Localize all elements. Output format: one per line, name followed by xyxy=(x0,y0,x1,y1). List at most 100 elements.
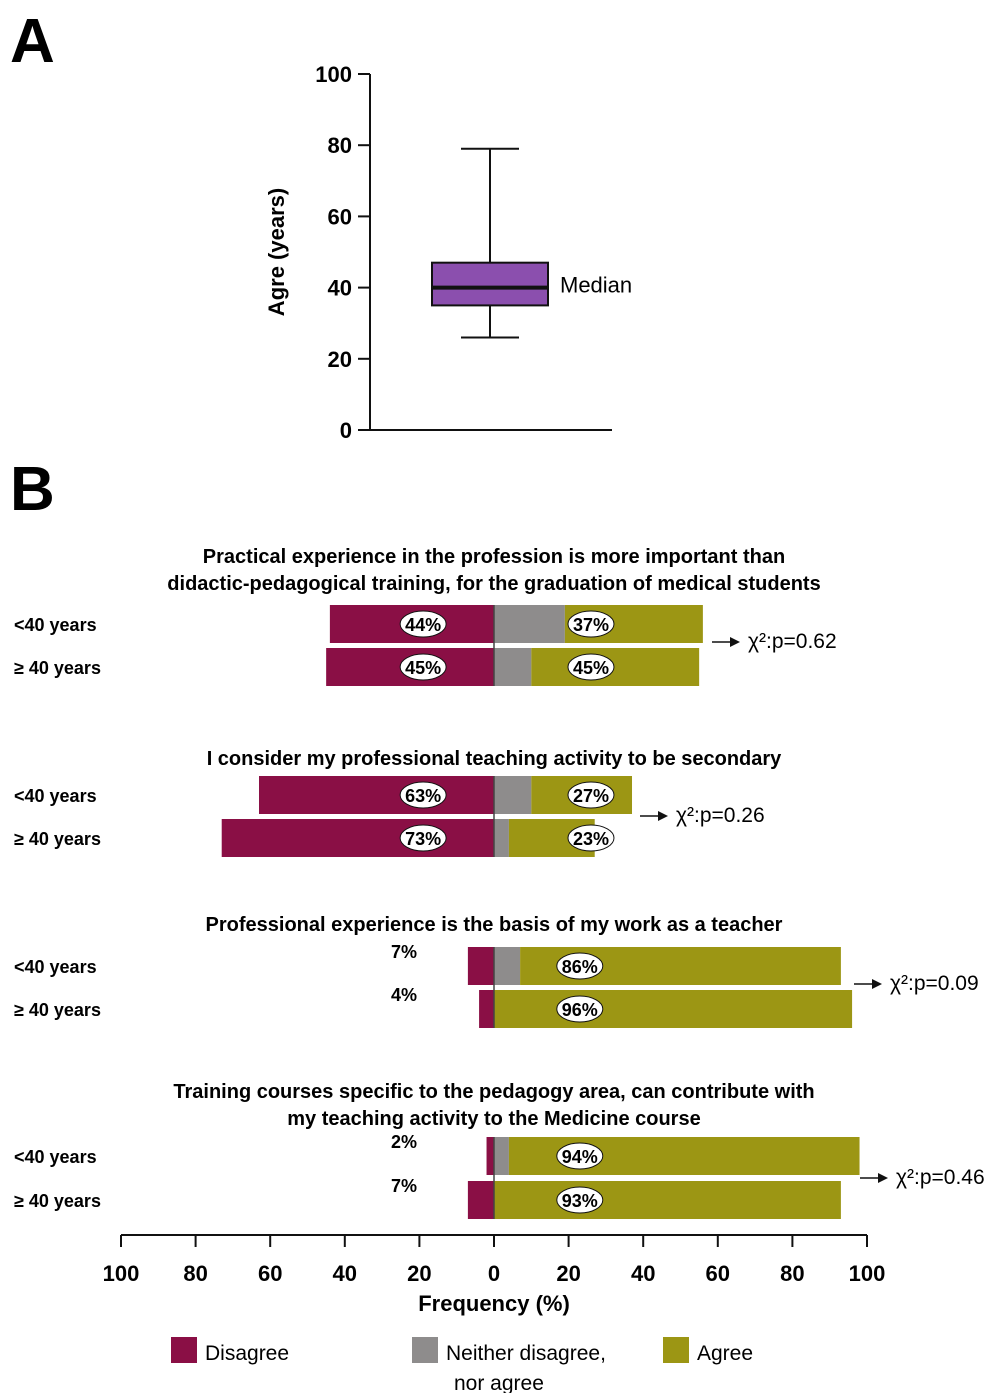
data-label-agree: 23% xyxy=(573,829,609,849)
diverging-bar-panel: Practical experience in the profession i… xyxy=(14,546,985,1316)
legend-label: Agree xyxy=(697,1342,753,1365)
chi-square-result: χ²:p=0.46 xyxy=(896,1166,985,1189)
arrow-head xyxy=(658,811,668,821)
legend-label: Neither disagree, xyxy=(446,1342,606,1365)
group-label: <40 years xyxy=(14,1147,97,1167)
box-plot-panel: 0 20 40 60 80 100 Agre (years) Median xyxy=(264,62,632,443)
data-label-disagree: 45% xyxy=(405,658,441,678)
bar-agree xyxy=(494,990,853,1028)
question-title: my teaching activity to the Medicine cou… xyxy=(287,1108,700,1130)
arrow-head xyxy=(730,637,740,647)
legend-label: Disagree xyxy=(205,1342,289,1365)
panel-label-a: A xyxy=(10,7,55,76)
y-tick-label: 60 xyxy=(328,204,352,229)
data-label-bubble xyxy=(567,610,615,638)
bar-disagree xyxy=(221,819,494,857)
data-label-agree: 94% xyxy=(562,1147,598,1167)
chi-square-result: χ²:p=0.09 xyxy=(890,972,979,995)
x-tick-label: 20 xyxy=(407,1261,431,1286)
bar-neutral xyxy=(494,605,565,643)
chi-square-result: χ²:p=0.62 xyxy=(748,630,837,653)
data-label-agree: 86% xyxy=(562,957,598,977)
data-label-bubble xyxy=(567,824,615,852)
data-label-bubble xyxy=(556,995,604,1023)
legend-item-neutral: Neither disagree, nor agree xyxy=(412,1337,606,1393)
legend-swatch-neutral xyxy=(412,1337,438,1363)
group-label: ≥ 40 years xyxy=(14,829,101,849)
question-title: Professional experience is the basis of … xyxy=(206,914,783,936)
data-label-bubble xyxy=(399,824,447,852)
data-label-agree: 45% xyxy=(573,658,609,678)
x-tick-label: 40 xyxy=(631,1261,655,1286)
legend-swatch-agree xyxy=(663,1337,689,1363)
legend-item-agree: Agree xyxy=(663,1337,753,1365)
data-label-bubble xyxy=(556,952,604,980)
question-title: Practical experience in the profession i… xyxy=(203,546,785,568)
x-axis-label: Frequency (%) xyxy=(418,1291,570,1316)
x-tick-label: 20 xyxy=(556,1261,580,1286)
question-title: didactic-pedagogical training, for the g… xyxy=(167,573,820,595)
question-title: Training courses specific to the pedagog… xyxy=(173,1081,814,1103)
bar-disagree xyxy=(486,1137,494,1175)
bar-agree xyxy=(494,1181,841,1219)
bar-disagree xyxy=(467,1181,494,1219)
data-label-agree: 37% xyxy=(573,615,609,635)
data-label-agree: 93% xyxy=(562,1191,598,1211)
x-tick-label: 80 xyxy=(780,1261,804,1286)
y-tick-label: 20 xyxy=(328,347,352,372)
bar-neutral xyxy=(494,1137,509,1175)
legend-swatch-disagree xyxy=(171,1337,197,1363)
x-tick-label: 100 xyxy=(103,1261,140,1286)
y-tick-label: 0 xyxy=(340,418,352,443)
bar-neutral xyxy=(494,648,532,686)
y-tick-label: 40 xyxy=(328,276,352,301)
bar-disagree xyxy=(467,947,494,985)
question-group: Practical experience in the profession i… xyxy=(14,546,837,686)
data-label-bubble xyxy=(567,653,615,681)
data-label-bubble xyxy=(399,653,447,681)
data-label-bubble xyxy=(567,781,615,809)
data-label-disagree: 73% xyxy=(405,829,441,849)
legend: Disagree Neither disagree, nor agree Agree xyxy=(171,1337,753,1393)
group-label: <40 years xyxy=(14,615,97,635)
chi-square-result: χ²:p=0.26 xyxy=(676,804,765,827)
data-label-disagree: 4% xyxy=(391,985,417,1005)
question-group: I consider my professional teaching acti… xyxy=(14,748,782,857)
y-axis-label: Agre (years) xyxy=(264,188,289,316)
x-tick-label: 60 xyxy=(258,1261,282,1286)
bar-neutral xyxy=(494,819,509,857)
data-label-disagree: 63% xyxy=(405,786,441,806)
group-label: ≥ 40 years xyxy=(14,658,101,678)
question-group: Training courses specific to the pedagog… xyxy=(14,1081,985,1219)
arrow-head xyxy=(878,1173,888,1183)
data-label-disagree: 44% xyxy=(405,615,441,635)
data-label-bubble xyxy=(399,610,447,638)
iqr-box xyxy=(431,261,549,307)
bar-disagree xyxy=(259,776,494,814)
data-label-disagree: 2% xyxy=(391,1132,417,1152)
x-tick-label: 0 xyxy=(488,1261,500,1286)
group-label: <40 years xyxy=(14,957,97,977)
x-tick-label: 40 xyxy=(333,1261,357,1286)
data-label-disagree: 7% xyxy=(391,942,417,962)
x-tick-label: 80 xyxy=(183,1261,207,1286)
arrow-head xyxy=(872,979,882,989)
question-title: I consider my professional teaching acti… xyxy=(207,748,782,770)
y-tick-label: 80 xyxy=(328,133,352,158)
y-tick-label: 100 xyxy=(315,62,352,87)
bar-neutral xyxy=(494,776,532,814)
group-label: <40 years xyxy=(14,786,97,806)
data-label-bubble xyxy=(556,1142,604,1170)
legend-label-line2: nor agree xyxy=(454,1372,544,1393)
question-group: Professional experience is the basis of … xyxy=(14,914,979,1028)
x-tick-label: 100 xyxy=(849,1261,886,1286)
group-label: ≥ 40 years xyxy=(14,1000,101,1020)
data-label-bubble xyxy=(399,781,447,809)
group-label: ≥ 40 years xyxy=(14,1191,101,1211)
data-label-bubble xyxy=(556,1186,604,1214)
bar-agree xyxy=(531,648,700,686)
data-label-agree: 96% xyxy=(562,1000,598,1020)
legend-item-disagree: Disagree xyxy=(171,1337,289,1365)
median-annotation: Median xyxy=(560,273,632,298)
